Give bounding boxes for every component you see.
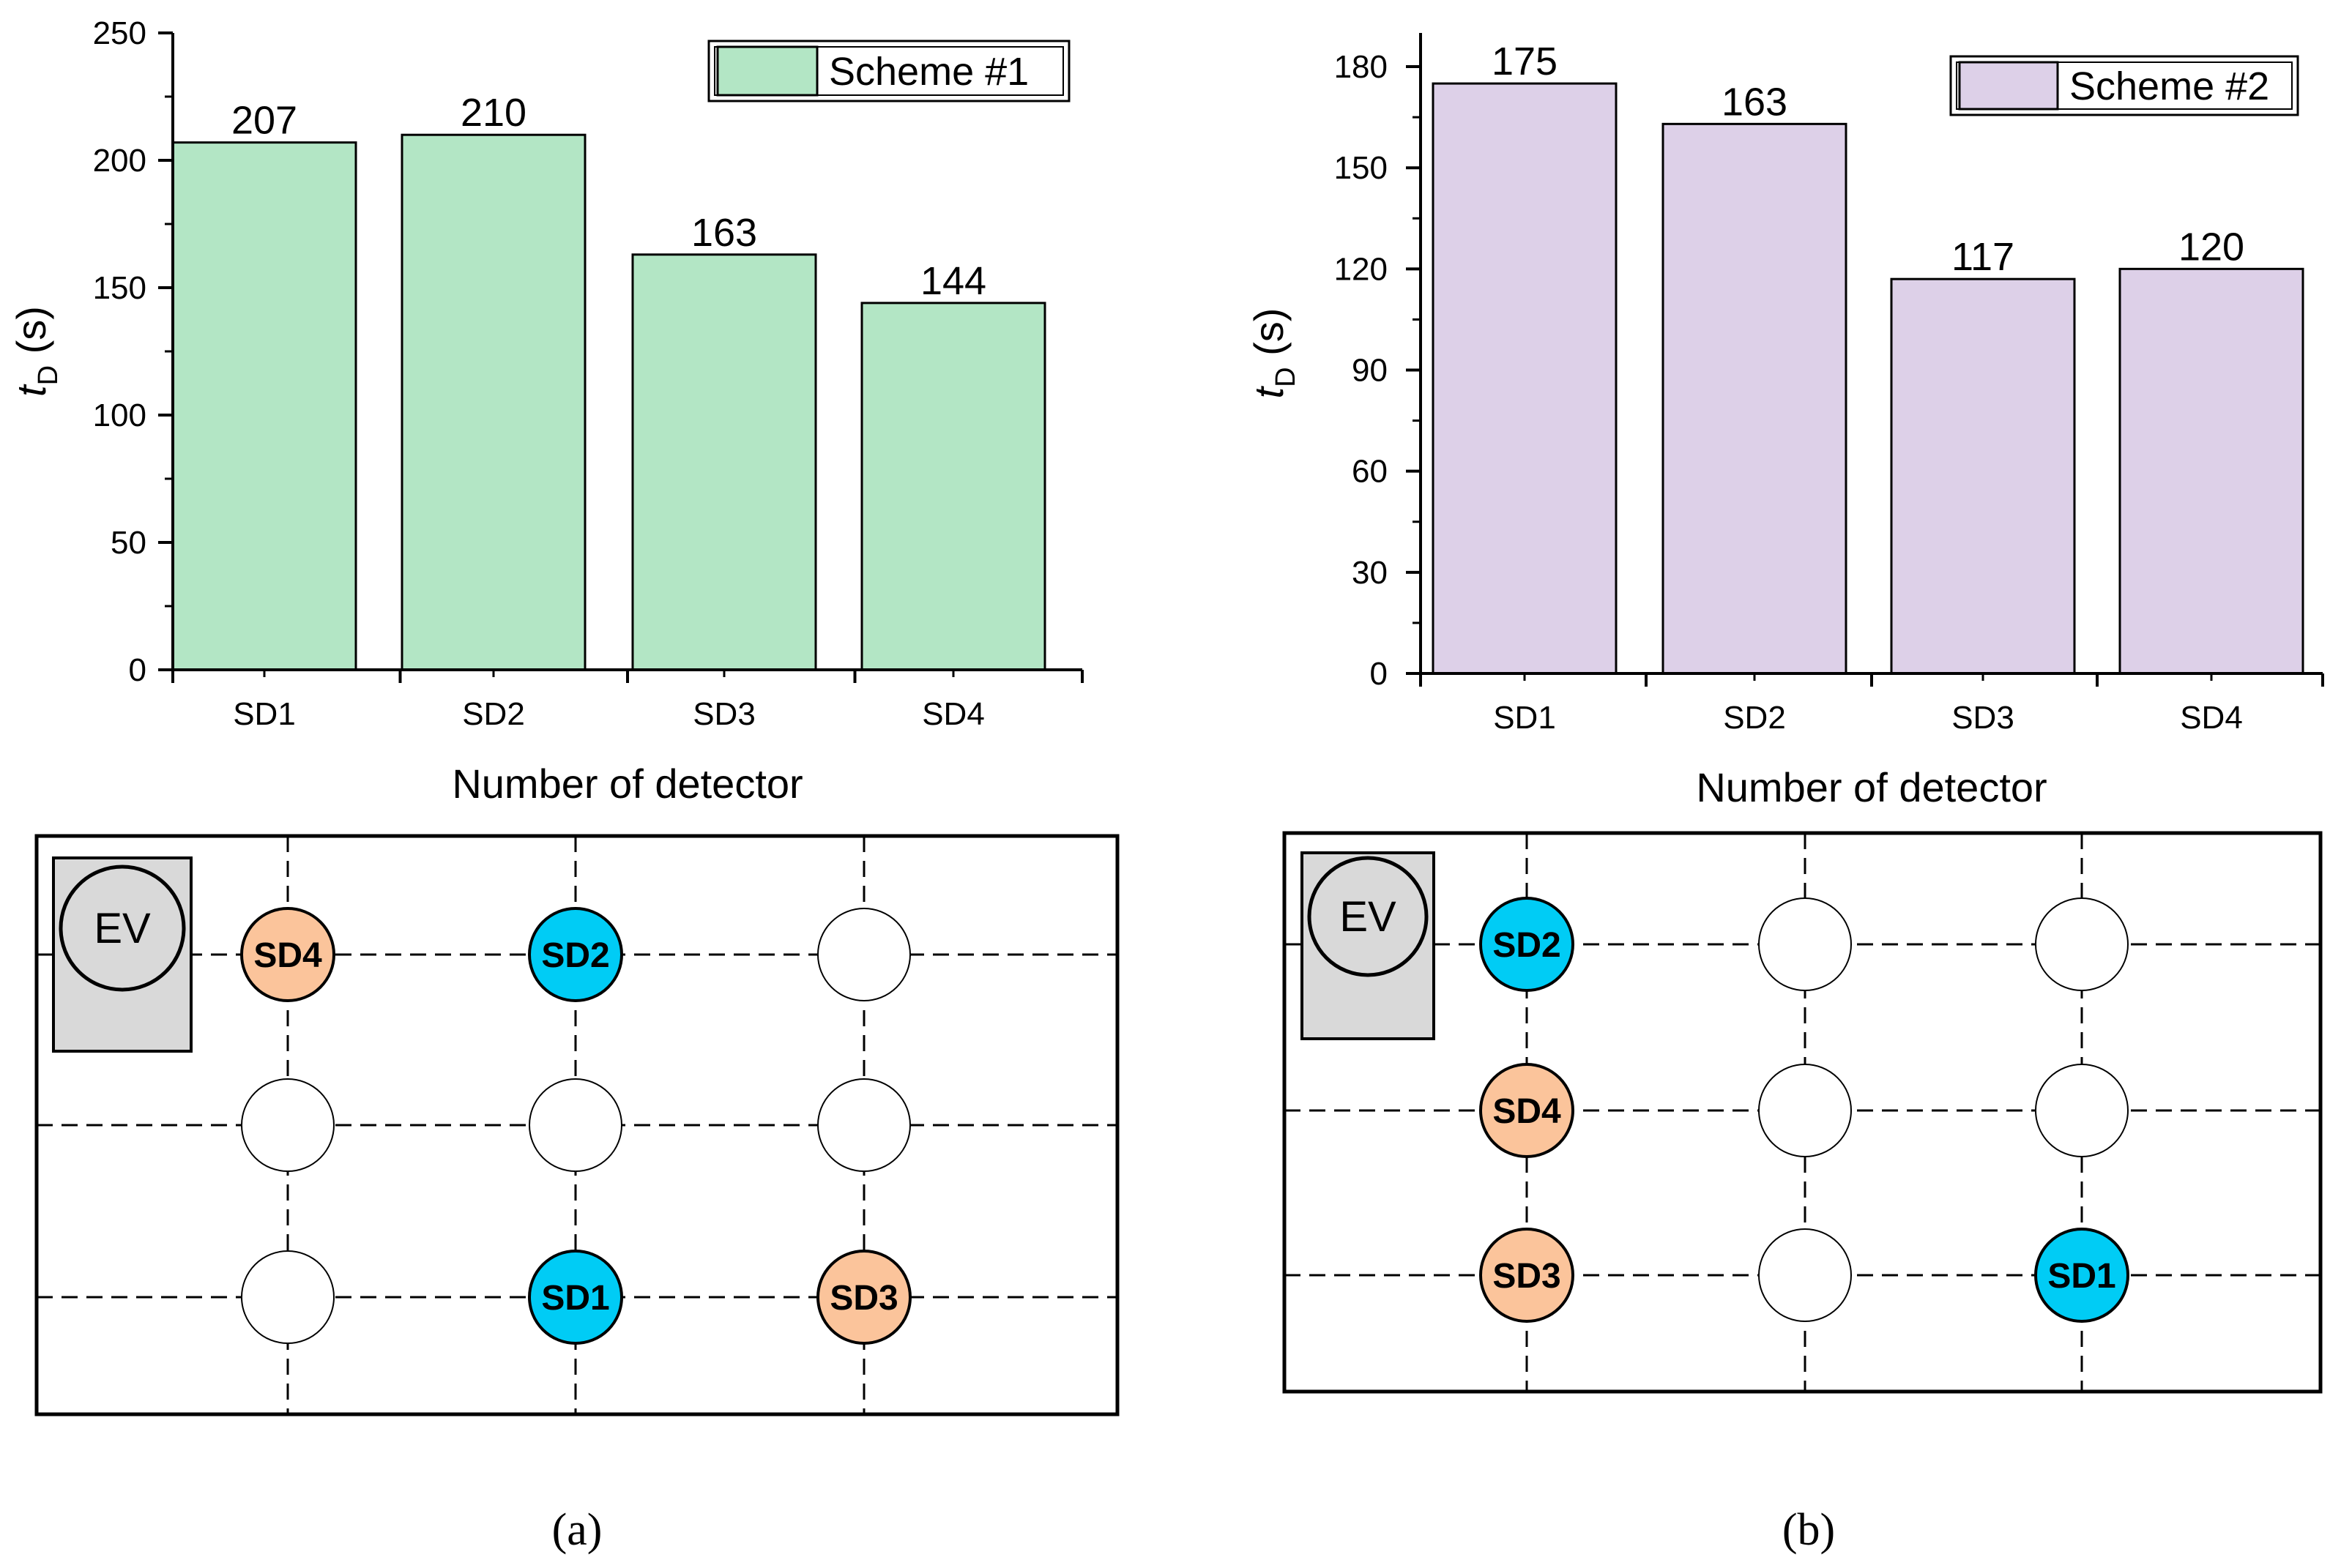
x-tick-label: SD3 — [1951, 700, 2014, 736]
detector-empty — [2035, 1064, 2129, 1157]
legend-swatch — [1958, 61, 2059, 111]
legend-label: Scheme #1 — [829, 50, 1029, 94]
x-tick-label: SD4 — [922, 696, 985, 732]
ev-label: EV — [1339, 893, 1396, 941]
y-tick-label: 200 — [93, 143, 146, 179]
bar-chart-b: 175 163 117 120 0 30 60 90 120 150 180 SD1 SD2 SD3 SD4… — [1246, 33, 2324, 810]
y-tick-label: 250 — [93, 15, 146, 51]
x-tick-label: SD1 — [233, 696, 296, 732]
detector-label: SD4 — [1492, 1092, 1561, 1131]
detector-empty — [529, 1078, 622, 1172]
y-tick-label: 60 — [1352, 454, 1388, 490]
bar-sd4 — [860, 302, 1046, 671]
ev-circle — [59, 865, 186, 992]
y-tick-label: 0 — [129, 652, 146, 688]
bar-value-label: 210 — [461, 91, 526, 135]
x-tick-label: SD4 — [2180, 700, 2243, 736]
y-axis-label-unit: (s) — [1246, 308, 1292, 367]
bar-value-label: 175 — [1492, 40, 1557, 83]
y-tick-label: 30 — [1352, 555, 1388, 591]
bar-value-label: 207 — [231, 99, 297, 143]
detector-empty — [817, 1078, 911, 1172]
detector-layout-a: EV SD4 SD2 SD1 SD3 (a) — [34, 834, 1120, 1555]
bar-sd1 — [171, 141, 357, 671]
legend-swatch — [716, 45, 819, 97]
detector-empty — [1758, 1064, 1852, 1157]
y-axis-label-main: t — [8, 384, 54, 397]
detector-sd1 — [2034, 1228, 2129, 1323]
bar-sd3 — [631, 253, 817, 671]
legend-inner-frame — [714, 46, 1064, 96]
detector-empty — [1758, 897, 1852, 991]
y-tick-label: 120 — [1334, 251, 1388, 287]
y-tick-label: 150 — [1334, 150, 1388, 186]
detector-label: SD1 — [2047, 1257, 2115, 1296]
detector-empty — [2035, 897, 2129, 991]
detector-empty — [817, 908, 911, 1001]
x-tick-label: SD1 — [1493, 700, 1556, 736]
detector-empty — [241, 1250, 335, 1344]
bar-value-label: 120 — [2178, 225, 2244, 269]
y-tick-label: 50 — [111, 525, 146, 561]
ev-label: EV — [94, 905, 151, 952]
legend-label: Scheme #2 — [2069, 64, 2269, 108]
x-tick-label: SD3 — [693, 696, 756, 732]
room-frame — [1282, 831, 2323, 1394]
detector-empty — [241, 1078, 335, 1172]
panel-caption: (b) — [1782, 1505, 1835, 1555]
detector-label: SD1 — [541, 1279, 609, 1318]
y-axis-label-sub: D — [33, 365, 64, 385]
bar-chart-a: 207 210 163 144 0 50 100 150 200 250 SD1 SD2 SD3 SD4 N… — [8, 15, 1084, 807]
detector-sd3 — [1479, 1228, 1574, 1323]
legend: Scheme #2 — [1949, 55, 2299, 116]
detector-sd1 — [528, 1250, 623, 1345]
y-axis-label: tD (s) — [8, 306, 64, 397]
y-tick-label: 90 — [1352, 353, 1388, 389]
y-tick-label: 0 — [1370, 656, 1388, 692]
bar-sd2 — [1661, 122, 1847, 675]
x-axis-label: Number of detector — [1696, 764, 2047, 810]
panel-b: 175 163 117 120 0 30 60 90 120 150 180 SD1 SD2 SD3 SD4… — [1246, 33, 2324, 1555]
detector-label: SD2 — [1492, 926, 1560, 965]
y-tick-label: 100 — [93, 397, 146, 433]
detector-layout-b: EV SD2 SD4 SD3 SD1 (b) — [1282, 831, 2323, 1555]
y-axis-label-main: t — [1246, 385, 1292, 398]
y-tick-label: 180 — [1334, 49, 1388, 85]
bar-value-label: 163 — [691, 211, 757, 255]
x-tick-label: SD2 — [462, 696, 525, 732]
bar-sd3 — [1890, 277, 2076, 675]
room-frame — [34, 834, 1120, 1416]
ev-circle — [1307, 856, 1429, 977]
detector-label: SD4 — [253, 936, 322, 975]
y-axis-label-sub: D — [1270, 367, 1301, 387]
x-tick-label: SD2 — [1723, 700, 1786, 736]
bar-sd2 — [401, 133, 587, 671]
bar-sd1 — [1432, 82, 1618, 675]
detector-sd2 — [528, 907, 623, 1002]
bar-value-label: 163 — [1722, 80, 1787, 124]
legend-inner-frame — [1956, 61, 2293, 110]
detector-empty — [1758, 1228, 1852, 1322]
y-axis-label: tD (s) — [1246, 308, 1301, 399]
panel-a: 207 210 163 144 0 50 100 150 200 250 SD1 SD2 SD3 SD4 N… — [8, 15, 1120, 1555]
bar-value-label: 117 — [1951, 235, 2014, 279]
legend: Scheme #1 — [707, 40, 1071, 102]
detector-label: SD3 — [830, 1279, 898, 1318]
detector-sd4 — [1479, 1063, 1574, 1158]
y-tick-label: 150 — [93, 270, 146, 306]
x-axis-label: Number of detector — [452, 761, 803, 807]
detector-sd3 — [816, 1250, 912, 1345]
detector-sd2 — [1479, 897, 1574, 992]
detector-label: SD2 — [541, 936, 609, 975]
detector-sd4 — [240, 907, 335, 1002]
panel-caption: (a) — [552, 1505, 603, 1555]
bar-sd4 — [2118, 267, 2304, 675]
bar-value-label: 144 — [920, 259, 986, 303]
y-axis-label-unit: (s) — [8, 306, 54, 365]
detector-label: SD3 — [1492, 1257, 1560, 1296]
